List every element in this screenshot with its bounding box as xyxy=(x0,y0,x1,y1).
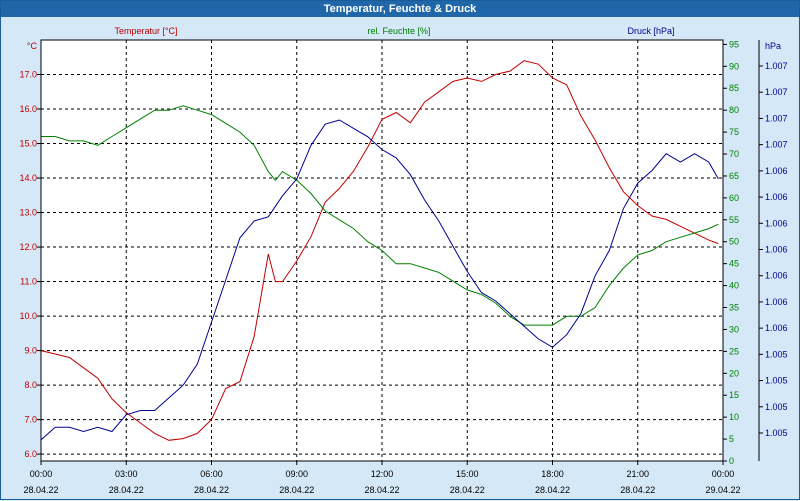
x-tick-label-date: 28.04.22 xyxy=(620,485,655,495)
y-tick-label-temperature: 17.0 xyxy=(19,70,37,80)
x-tick-label-time: 09:00 xyxy=(285,469,308,479)
y-tick-label-humidity: 90 xyxy=(729,61,739,71)
x-tick-label-date: 28.04.22 xyxy=(364,485,399,495)
x-tick-label-time: 21:00 xyxy=(626,469,649,479)
x-tick-label-time: 00:00 xyxy=(30,469,53,479)
y-tick-label-humidity: 70 xyxy=(729,149,739,159)
y-tick-label-humidity: 30 xyxy=(729,324,739,334)
y-tick-label-humidity: 35 xyxy=(729,303,739,313)
y-tick-label-pressure: 1.007 xyxy=(765,140,788,150)
x-tick-label-date: 29.04.22 xyxy=(705,485,740,495)
y-tick-label-pressure: 1.006 xyxy=(765,192,788,202)
x-tick-label-time: 03:00 xyxy=(115,469,138,479)
y-tick-label-temperature: 7.0 xyxy=(24,415,37,425)
y-tick-label-pressure: 1.006 xyxy=(765,166,788,176)
legend-pressure: Druck [hPa] xyxy=(627,26,674,36)
y-tick-label-humidity: 25 xyxy=(729,346,739,356)
y-tick-label-humidity: 10 xyxy=(729,412,739,422)
x-tick-label-time: 00:00 xyxy=(712,469,735,479)
y-axis-unit-pressure: hPa xyxy=(765,41,781,51)
y-tick-label-humidity: 65 xyxy=(729,171,739,181)
x-tick-label-date: 28.04.22 xyxy=(23,485,58,495)
y-tick-label-pressure: 1.007 xyxy=(765,87,788,97)
y-tick-label-humidity: 60 xyxy=(729,193,739,203)
legend-humidity: rel. Feuchte [%] xyxy=(367,26,430,36)
y-tick-label-humidity: 40 xyxy=(729,281,739,291)
y-tick-label-temperature: 6.0 xyxy=(24,449,37,459)
x-tick-label-date: 28.04.22 xyxy=(279,485,314,495)
y-tick-label-humidity: 85 xyxy=(729,83,739,93)
x-tick-label-time: 12:00 xyxy=(371,469,394,479)
y-tick-label-humidity: 5 xyxy=(729,434,734,444)
y-tick-label-pressure: 1.006 xyxy=(765,218,788,228)
y-tick-label-humidity: 75 xyxy=(729,127,739,137)
y-tick-label-temperature: 16.0 xyxy=(19,104,37,114)
x-tick-label-date: 28.04.22 xyxy=(450,485,485,495)
y-tick-label-humidity: 55 xyxy=(729,215,739,225)
legend-temperature: Temperatur [°C] xyxy=(114,26,177,36)
y-tick-label-humidity: 15 xyxy=(729,390,739,400)
series-line-pressure xyxy=(40,119,719,441)
y-tick-label-temperature: 14.0 xyxy=(19,173,37,183)
y-tick-label-temperature: 9.0 xyxy=(24,346,37,356)
y-tick-label-temperature: 13.0 xyxy=(19,208,37,218)
y-axis-unit-temperature: °C xyxy=(27,41,38,51)
y-tick-label-humidity: 20 xyxy=(729,368,739,378)
y-tick-label-humidity: 80 xyxy=(729,105,739,115)
y-tick-label-temperature: 8.0 xyxy=(24,380,37,390)
y-tick-label-pressure: 1.006 xyxy=(765,323,788,333)
x-tick-label-time: 15:00 xyxy=(456,469,479,479)
x-tick-label-date: 28.04.22 xyxy=(109,485,144,495)
x-tick-label-date: 28.04.22 xyxy=(194,485,229,495)
y-tick-label-temperature: 11.0 xyxy=(20,277,37,287)
y-tick-label-humidity: 95 xyxy=(729,39,739,49)
plot-border xyxy=(40,39,724,462)
y-tick-label-pressure: 1.006 xyxy=(765,297,788,307)
y-tick-label-pressure: 1.005 xyxy=(765,428,788,438)
y-tick-label-pressure: 1.005 xyxy=(765,349,788,359)
y-tick-label-humidity: 0 xyxy=(729,456,734,466)
window-title: Temperatur, Feuchte & Druck xyxy=(1,1,799,17)
y-tick-label-pressure: 1.005 xyxy=(765,402,788,412)
y-tick-label-temperature: 12.0 xyxy=(19,242,37,252)
x-tick-label-time: 06:00 xyxy=(200,469,223,479)
y-tick-label-pressure: 1.007 xyxy=(765,113,788,123)
y-tick-label-pressure: 1.006 xyxy=(765,245,788,255)
y-tick-label-pressure: 1.007 xyxy=(765,61,788,71)
y-tick-label-temperature: 15.0 xyxy=(19,139,37,149)
y-tick-label-pressure: 1.005 xyxy=(765,376,788,386)
y-tick-label-pressure: 1.006 xyxy=(765,271,788,281)
y-tick-label-humidity: 50 xyxy=(729,237,739,247)
y-tick-label-humidity: 45 xyxy=(729,259,739,269)
x-tick-label-time: 18:00 xyxy=(541,469,564,479)
series-line-humidity xyxy=(41,105,719,326)
series-line-temperature xyxy=(40,60,719,441)
y-tick-label-temperature: 10.0 xyxy=(19,311,37,321)
x-tick-label-date: 28.04.22 xyxy=(535,485,570,495)
